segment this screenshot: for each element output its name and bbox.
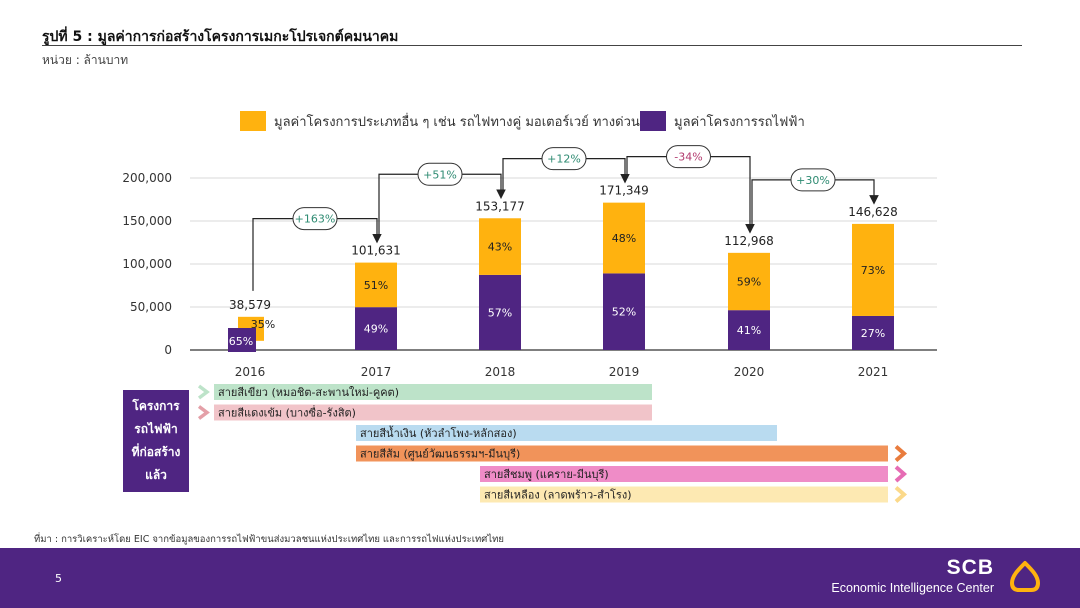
growth-badge [790, 168, 836, 192]
growth-label: -34% [674, 151, 702, 164]
legend-swatch-rail [640, 111, 666, 131]
lines-panel-label: รถไฟฟ้า [134, 421, 177, 436]
construction-value-chart: 0 50,000 100,000 150,000 200,000 มูลค่าโครงกา… [122, 111, 937, 504]
legend-label-rail: มูลค่าโครงการรถไฟฟ้า [674, 114, 805, 130]
bar-share-label-other: 48% [612, 232, 636, 245]
bar-share-label-rail: 65% [229, 335, 253, 348]
x-tick-label: 2018 [485, 365, 516, 379]
bar-total-label: 146,628 [848, 205, 898, 219]
line-start-chevron-icon [197, 405, 210, 420]
bar-total-label: 112,968 [724, 234, 774, 248]
bar-other [603, 202, 645, 274]
rail-line-bar [480, 486, 888, 503]
bar-total-label: 38,579 [229, 298, 271, 312]
x-tick-label: 2021 [858, 365, 889, 379]
unit-label: หน่วย : ล้านบาท [42, 53, 129, 67]
growth-badge [666, 145, 711, 169]
rail-line-label: สายสีน้ำเงิน (หัวลำโพง-หลักสอง) [360, 425, 517, 440]
x-tick-label: 2016 [235, 365, 266, 379]
rail-line-bar [480, 466, 888, 482]
growth-label: +163% [295, 213, 336, 226]
brand-subtitle: Economic Intelligence Center [831, 581, 994, 595]
rail-line-label: สายสีแดงเข้ม (บางซื่อ-รังสิต) [218, 405, 356, 420]
footer-bar: 5 SCB Economic Intelligence Center [0, 548, 1080, 608]
bar-share-label-other: 73% [861, 264, 885, 277]
bar-total-label: 171,349 [599, 184, 649, 198]
bar-other [728, 252, 770, 311]
bar-other [355, 262, 397, 308]
y-tick-label: 200,000 [122, 171, 172, 185]
page-title: รูปที่ 5 : มูลค่าการก่อสร้างโครงการเมกะโ… [42, 29, 399, 45]
y-tick-label: 100,000 [122, 257, 172, 271]
x-tick-label: 2020 [734, 365, 765, 379]
line-continue-chevron-icon [894, 444, 908, 463]
x-tick-label: 2017 [361, 365, 392, 379]
line-start-chevron-icon [197, 384, 210, 400]
rail-line-bar [356, 445, 888, 462]
legend-swatch-other [240, 111, 266, 131]
bar-total-label: 153,177 [475, 199, 525, 213]
rail-line-label: สายสีเขียว (หมอชิต-สะพานใหม่-คูคต) [218, 386, 399, 399]
lines-panel-label-box [123, 390, 189, 492]
rail-line-label: สายสีส้ม (ศูนย์วัฒนธรรมฯ-มีนบุรี) [360, 448, 520, 461]
bar-share-label-other: 43% [488, 241, 512, 254]
rail-line-bar [214, 404, 652, 421]
bar-rail [228, 328, 256, 352]
line-continue-chevron-icon [894, 485, 908, 504]
y-tick-label: 0 [164, 343, 172, 357]
bar-share-label-other: 59% [737, 276, 761, 289]
x-tick-label: 2019 [609, 365, 640, 379]
rail-line-bar [356, 425, 777, 441]
bar-share-label-rail: 57% [488, 306, 512, 319]
lines-panel-label: แล้ว [145, 468, 167, 482]
rail-line-label: สายสีชมพู (แคราย-มีนบุรี) [484, 468, 609, 481]
bar-rail [603, 273, 645, 350]
legend-label-other: มูลค่าโครงการประเภทอื่น ๆ เช่น รถไฟทางคู… [274, 113, 640, 130]
y-tick-label: 50,000 [130, 300, 172, 314]
title-divider [42, 45, 1022, 46]
bar-rail [479, 274, 521, 350]
bar-rail [728, 310, 770, 350]
rail-line-bar [214, 384, 652, 400]
bar-share-label-other: 35% [251, 318, 275, 331]
bar-total-label: 101,631 [351, 244, 401, 258]
rail-line-label: สายสีเหลือง (ลาดพร้าว-สำโรง) [484, 488, 631, 502]
bar-other [852, 223, 894, 316]
bar-share-label-rail: 27% [861, 327, 885, 340]
page-number: 5 [55, 572, 62, 585]
bar-share-label-rail: 41% [737, 324, 761, 337]
source-note: ที่มา : การวิเคราะห์โดย EIC จากข้อมูลของ… [34, 534, 504, 545]
growth-label: +51% [423, 168, 457, 181]
bar-share-label-rail: 52% [612, 306, 636, 319]
brand-name: SCB [946, 556, 994, 579]
growth-badge [541, 147, 587, 171]
brand-block: SCB Economic Intelligence Center [831, 556, 994, 596]
y-tick-label: 150,000 [122, 214, 172, 228]
bar-share-label-rail: 49% [364, 323, 388, 336]
growth-label: +30% [796, 174, 830, 187]
bar-share-label-other: 51% [364, 279, 388, 292]
scb-bell-icon [1010, 561, 1040, 592]
lines-panel-label: ที่ก่อสร้าง [132, 443, 181, 459]
bar-rail [852, 315, 894, 350]
growth-badge [417, 162, 463, 186]
line-continue-chevron-icon [894, 465, 908, 483]
bar-rail [355, 307, 397, 350]
growth-label: +12% [547, 153, 581, 166]
bar-other [479, 218, 521, 275]
growth-badge [292, 207, 338, 231]
lines-panel-label: โครงการ [131, 398, 180, 413]
